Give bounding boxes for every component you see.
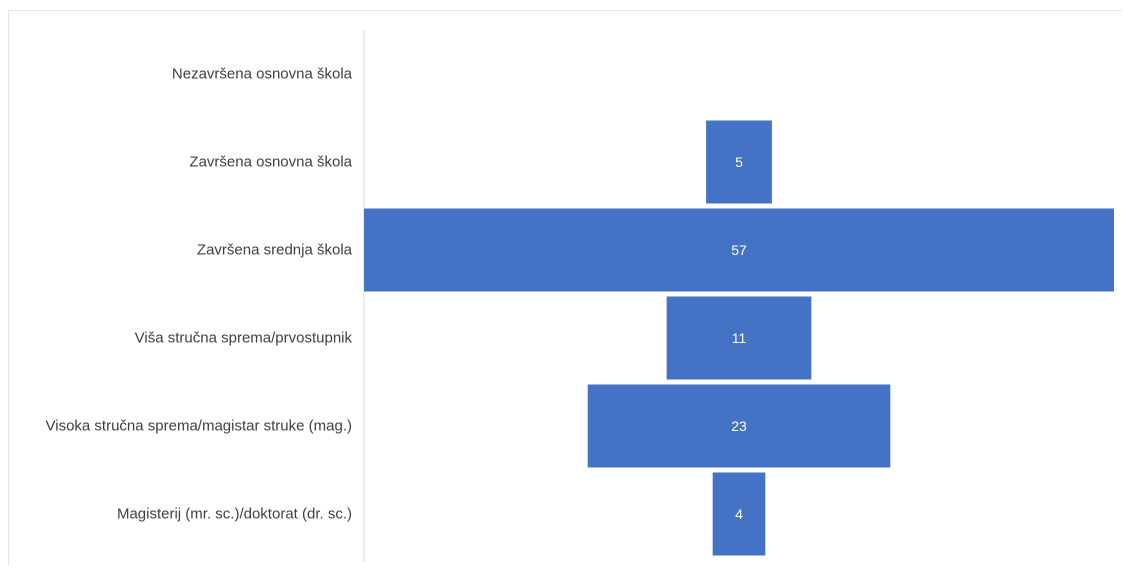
category-label: Magisterij (mr. sc.)/doktorat (dr. sc.)	[117, 506, 352, 523]
funnel-bar	[706, 120, 772, 204]
data-label: 5	[735, 154, 743, 170]
bars-layer: 5 57 11 23 4	[364, 120, 1114, 556]
data-label: 4	[735, 506, 743, 522]
category-label: Visoka stručna sprema/magistar struke (m…	[46, 418, 353, 435]
category-label: Nezavršena osnovna škola	[172, 66, 353, 83]
category-label: Završena osnovna škola	[189, 154, 352, 171]
category-label: Viša stručna sprema/prvostupnik	[135, 330, 353, 347]
data-label: 11	[732, 330, 747, 346]
category-labels-layer: Nezavršena osnovna škola Završena osnovna…	[46, 66, 353, 523]
data-label: 57	[731, 242, 747, 258]
data-label: 23	[731, 418, 747, 434]
funnel-bar	[712, 472, 766, 556]
funnel-bar	[364, 208, 1114, 292]
funnel-bar	[666, 296, 812, 380]
chart-frame	[8, 10, 1122, 566]
category-label: Završena srednja škola	[197, 242, 353, 259]
funnel-bar	[587, 384, 891, 468]
